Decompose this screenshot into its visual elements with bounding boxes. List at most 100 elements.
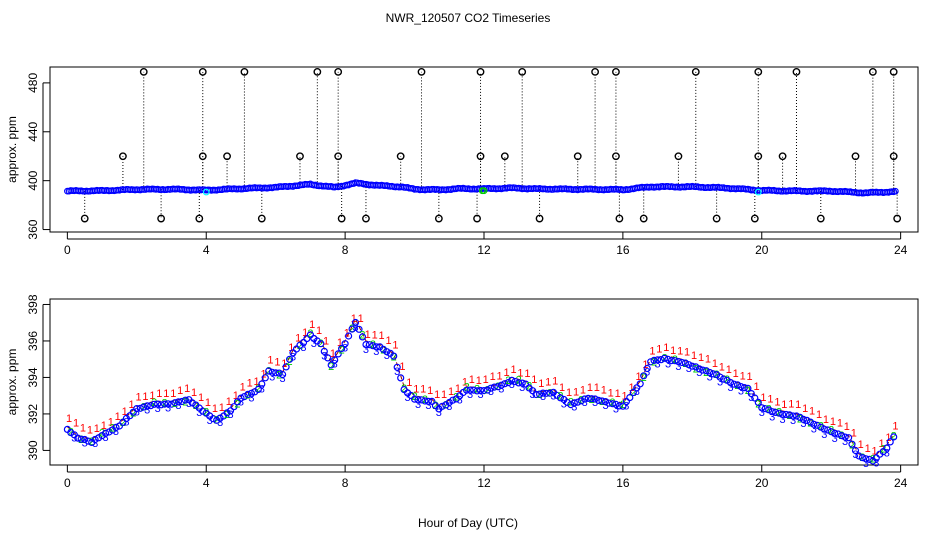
bottom-marker-2: 2 (380, 344, 386, 356)
top-x-tick-label: 24 (894, 243, 908, 257)
bottom-marker-1: 1 (823, 414, 829, 426)
bottom-marker-2: 2 (672, 354, 678, 366)
top-outlier-point (80, 214, 89, 223)
bottom-marker-1: 1 (517, 368, 523, 380)
top-outlier-point (868, 67, 877, 76)
bottom-marker-1: 1 (122, 406, 128, 418)
top-x-tick-label: 12 (477, 243, 491, 257)
bottom-marker-o (810, 420, 818, 428)
top-outlier-point (535, 214, 544, 223)
bottom-marker-2: 2 (828, 424, 834, 436)
bottom-y-tick-label: 398 (26, 294, 40, 314)
bottom-marker-3: 3 (175, 400, 181, 412)
bottom-marker-3: 3 (686, 363, 692, 375)
top-outlier-point (816, 214, 825, 223)
bottom-marker-2: 2 (651, 356, 657, 368)
bottom-marker-1: 1 (420, 384, 426, 396)
bottom-marker-1: 1 (73, 418, 79, 430)
bottom-marker-o (174, 398, 183, 406)
bottom-x-tick-label: 24 (894, 476, 908, 490)
bottom-marker-1: 1 (719, 362, 725, 374)
bottom-marker-3: 3 (655, 358, 661, 370)
bottom-marker-1: 1 (733, 368, 739, 380)
bottom-marker-1: 1 (566, 387, 572, 399)
bottom-marker-2: 2 (661, 352, 667, 364)
top-outlier-point (500, 152, 509, 161)
bottom-marker-1: 1 (379, 330, 385, 342)
bottom-marker-3: 3 (550, 390, 556, 402)
bottom-x-tick-label: 0 (64, 476, 71, 490)
bottom-marker-1: 1 (413, 384, 419, 396)
bottom-x-tick-label: 4 (203, 476, 210, 490)
bottom-marker-3: 3 (92, 438, 98, 450)
bottom-marker-o (91, 435, 99, 444)
bottom-marker-o (167, 400, 176, 408)
bottom-marker-o (594, 396, 603, 404)
bottom-marker-o (358, 333, 367, 341)
bottom-marker-1: 1 (858, 439, 864, 451)
top-x-tick-label: 0 (64, 243, 71, 257)
bottom-marker-o (497, 381, 505, 389)
top-outlier-point (257, 214, 266, 223)
bottom-marker-o (567, 401, 575, 409)
bottom-marker-3: 3 (811, 423, 817, 435)
bottom-marker-o (581, 395, 589, 403)
bottom-marker-1: 1 (601, 384, 607, 396)
bottom-marker-1: 1 (490, 371, 496, 383)
bottom-marker-o (216, 414, 224, 422)
top-data-point-accent (202, 188, 210, 196)
bottom-x-tick-label: 12 (477, 476, 491, 490)
bottom-marker-o (681, 359, 690, 367)
top-y-tick-label: 360 (26, 219, 40, 239)
bottom-marker-1: 1 (774, 397, 780, 409)
bottom-marker-o (237, 394, 245, 402)
bottom-marker-1: 1 (809, 405, 815, 417)
top-x-tick-label: 4 (203, 243, 210, 257)
bottom-marker-1: 1 (705, 354, 711, 366)
bottom-marker-o (348, 325, 356, 333)
bottom-marker-o (706, 368, 714, 377)
bottom-marker-1: 1 (649, 345, 655, 357)
bottom-marker-3: 3 (113, 426, 119, 438)
bottom-marker-o (372, 343, 380, 351)
bottom-marker-o (247, 389, 255, 397)
bottom-marker-2: 2 (880, 444, 886, 456)
bottom-marker-3: 3 (738, 385, 744, 397)
bottom-marker-o (587, 395, 596, 403)
top-plot-frame (49, 66, 919, 233)
top-outlier-point (778, 152, 787, 161)
top-outlier-point (195, 214, 204, 223)
bottom-marker-o (768, 408, 776, 416)
bottom-marker-2: 2 (141, 401, 147, 413)
bottom-marker-3: 3 (613, 403, 619, 415)
bottom-marker-o (473, 387, 481, 395)
bottom-marker-3: 3 (134, 407, 140, 419)
bottom-marker-o (886, 438, 894, 446)
bottom-x-tick-label: 20 (755, 476, 769, 490)
bottom-marker-2: 2 (589, 394, 595, 406)
bottom-marker-o (272, 369, 280, 377)
bottom-marker-o (369, 342, 377, 350)
bottom-marker-1: 1 (753, 381, 759, 393)
bottom-marker-1: 1 (747, 371, 753, 383)
top-outlier-point (639, 214, 648, 223)
top-y-tick-label: 480 (26, 73, 40, 93)
bottom-marker-o (744, 384, 752, 392)
bottom-marker-2: 2 (474, 383, 480, 395)
bottom-marker-1: 1 (635, 371, 641, 383)
bottom-marker-1: 1 (497, 370, 503, 382)
bottom-marker-3: 3 (467, 389, 473, 401)
top-outlier-point (396, 152, 405, 161)
bottom-marker-o (775, 409, 783, 417)
bottom-marker-o (244, 390, 252, 398)
bottom-marker-o (327, 361, 335, 369)
bottom-marker-o (546, 389, 554, 397)
bottom-marker-3: 3 (384, 350, 390, 362)
bottom-marker-3: 3 (446, 401, 452, 413)
bottom-marker-1: 1 (663, 342, 669, 354)
bottom-marker-o (671, 357, 679, 365)
bottom-marker-3: 3 (707, 371, 713, 383)
bottom-marker-1: 1 (587, 382, 593, 394)
bottom-marker-o (282, 363, 290, 371)
bottom-marker-2: 2 (245, 390, 251, 402)
